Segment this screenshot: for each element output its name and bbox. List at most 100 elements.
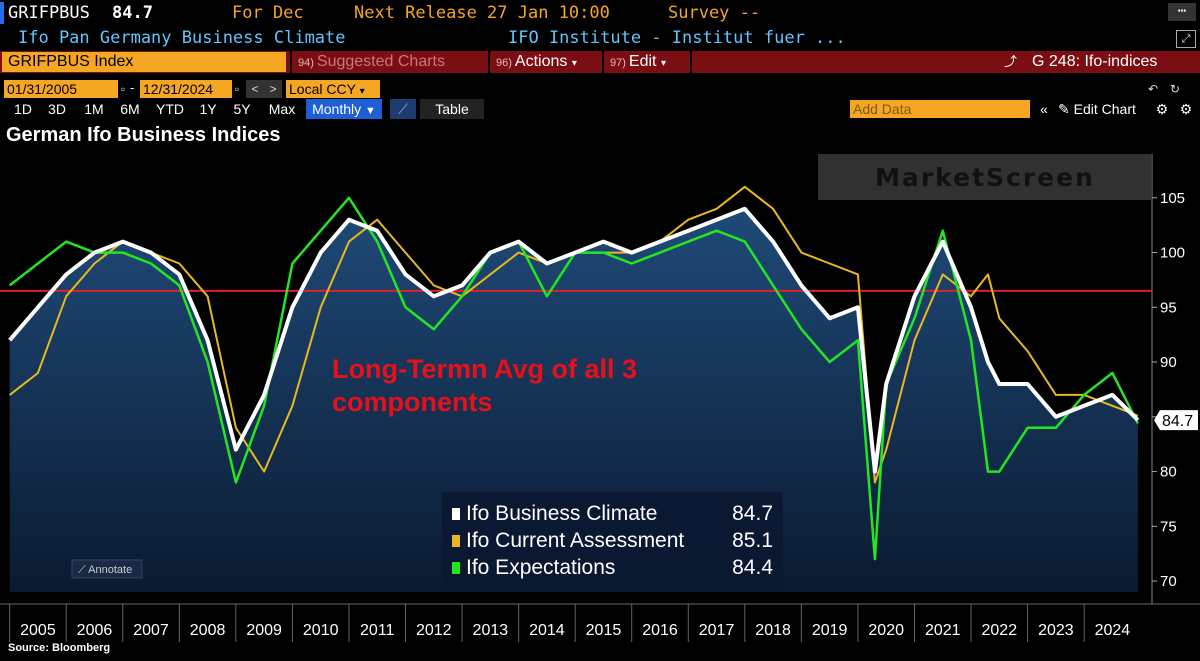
x-tick-label: 2017 xyxy=(699,622,735,639)
start-date-input[interactable]: 01/31/2005 xyxy=(4,80,120,98)
range-6m[interactable]: 6M xyxy=(120,101,140,117)
collapse-icon[interactable]: « xyxy=(1040,101,1048,117)
average-annotation-label: Long-Termn Avg of all 3 xyxy=(332,354,637,384)
function-toolbar: GRIFPBUS Index 94) Suggested Charts 96) Ac… xyxy=(0,51,1200,73)
toolbar-divider xyxy=(488,51,490,73)
settings-gear-icon[interactable]: ⚙ xyxy=(1155,101,1169,117)
edit-caret-icon: ▾ xyxy=(660,58,666,69)
ticker-marker xyxy=(0,2,4,24)
x-tick-label: 2010 xyxy=(303,622,339,639)
last-value-tag xyxy=(1154,410,1198,431)
calendar-icon[interactable]: ▫ xyxy=(118,80,128,98)
edit-chart-button[interactable]: ✎ Edit Chart xyxy=(1058,99,1148,119)
expectations-line xyxy=(8,196,1140,561)
y-tick-label: 90 xyxy=(1160,354,1177,371)
last-value: 84.7 xyxy=(112,3,153,23)
legend-swatch xyxy=(452,508,460,520)
range-1m[interactable]: 1M xyxy=(84,101,104,117)
toolbar-divider xyxy=(290,51,292,73)
x-tick-label: 2021 xyxy=(925,622,961,639)
next-release: Next Release 27 Jan 10:00 xyxy=(354,3,610,23)
edit-button[interactable]: 97) Edit ▾ xyxy=(610,51,666,73)
y-tick-label: 75 xyxy=(1160,518,1177,535)
source-organization: IFO Institute - Institut fuer ... xyxy=(508,28,846,48)
x-tick-label: 2019 xyxy=(812,622,848,639)
x-tick-label: 2005 xyxy=(20,622,56,639)
survey: Survey -- xyxy=(668,3,761,23)
last-value-label: 84.7 xyxy=(1162,413,1193,430)
description-row: Ifo Pan Germany Business Climate IFO Ins… xyxy=(0,26,1200,50)
y-tick-label: 80 xyxy=(1160,464,1177,481)
range-1d[interactable]: 1D xyxy=(14,101,32,117)
edit-chart-label: Edit Chart xyxy=(1073,101,1136,117)
watermark-box xyxy=(818,154,1152,200)
toolbar-divider xyxy=(690,51,692,73)
x-tick-label: 2020 xyxy=(868,622,904,639)
legend-series-name: Ifo Business Climate xyxy=(466,502,657,525)
currency-label: Local CCY xyxy=(289,81,356,97)
add-data-input[interactable]: Add Data xyxy=(850,100,1030,118)
ifo-line-chart: 7075808590951001052005200620072008200920… xyxy=(0,154,1200,642)
undo-icon[interactable]: ↶ xyxy=(1144,80,1162,98)
window-menu-icon[interactable]: ⋯ xyxy=(1168,3,1196,21)
table-button[interactable]: Table xyxy=(420,99,484,119)
legend-swatch xyxy=(452,562,460,574)
legend-swatch xyxy=(452,535,460,547)
ticker-symbol[interactable]: GRIFPBUS xyxy=(8,3,90,23)
x-tick-label: 2014 xyxy=(529,622,565,639)
line-chart-icon[interactable]: ⟋ xyxy=(390,99,416,119)
x-tick-label: 2018 xyxy=(755,622,791,639)
x-tick-label: 2006 xyxy=(77,622,113,639)
frequency-label: Monthly xyxy=(312,101,362,117)
date-range-row: 01/31/2005 ▫ - 12/31/2024 ▫ < > Local CC… xyxy=(0,80,1200,100)
frequency-select[interactable]: Monthly ▼ xyxy=(306,99,382,119)
chart-title: German Ifo Business Indices xyxy=(6,124,281,146)
security-header-row: GRIFPBUS 84.7 For Dec Next Release 27 Ja… xyxy=(0,0,1200,26)
date-dash: - xyxy=(130,80,135,95)
range-1y[interactable]: 1Y xyxy=(199,101,217,117)
x-tick-label: 2022 xyxy=(982,622,1018,639)
currency-select[interactable]: Local CCY ▾ xyxy=(286,80,380,98)
suggested-num: 94) xyxy=(298,57,314,69)
source-note: Source: Bloomberg xyxy=(8,642,111,654)
x-tick-label: 2008 xyxy=(190,622,226,639)
range-3d[interactable]: 3D xyxy=(48,101,66,117)
x-tick-label: 2009 xyxy=(246,622,282,639)
y-tick-label: 105 xyxy=(1160,190,1185,207)
index-description: Ifo Pan Germany Business Climate xyxy=(18,28,346,48)
suggested-label: Suggested Charts xyxy=(316,53,445,70)
frequency-caret-icon: ▼ xyxy=(365,105,376,117)
scroll-left-icon[interactable]: < xyxy=(246,80,264,98)
legend-series-value: 85.1 xyxy=(732,529,773,552)
security-field[interactable]: GRIFPBUS Index xyxy=(2,52,286,72)
y-tick-label: 95 xyxy=(1160,299,1177,316)
chart-id[interactable]: G 248: Ifo-indices xyxy=(1032,53,1158,70)
end-date-input[interactable]: 12/31/2024 xyxy=(140,80,236,98)
refresh-icon[interactable]: ↻ xyxy=(1166,80,1184,98)
range-toolbar: 1D 3D 1M 6M YTD 1Y 5Y Max Monthly ▼ ⟋ Ta… xyxy=(0,99,1200,119)
climate-area-fill xyxy=(9,208,1138,593)
export-icon[interactable]: ⤴ xyxy=(1004,54,1018,69)
currency-caret-icon: ▾ xyxy=(359,86,365,97)
pencil-icon: ✎ xyxy=(1058,101,1070,117)
toolbar-divider xyxy=(602,51,604,73)
average-annotation-label: components xyxy=(332,387,493,417)
actions-button[interactable]: 96) Actions ▾ xyxy=(496,51,577,73)
range-ytd[interactable]: YTD xyxy=(156,101,184,117)
legend-box xyxy=(442,492,783,588)
scroll-right-icon[interactable]: > xyxy=(264,80,282,98)
edit-label: Edit xyxy=(628,53,657,70)
expand-icon[interactable]: ⤢ xyxy=(1176,30,1196,48)
legend-series-value: 84.7 xyxy=(732,502,773,525)
suggested-charts-button[interactable]: 94) Suggested Charts xyxy=(298,51,445,73)
range-5y[interactable]: 5Y xyxy=(233,101,251,117)
settings-gear-icon[interactable]: ⚙ xyxy=(1179,101,1193,117)
legend-series-value: 84.4 xyxy=(732,556,773,579)
climate-line xyxy=(8,206,1140,474)
legend-series-name: Ifo Current Assessment xyxy=(466,529,684,552)
range-max[interactable]: Max xyxy=(268,101,296,117)
y-tick-label: 100 xyxy=(1160,245,1185,262)
actions-label: Actions xyxy=(514,53,568,70)
calendar-icon[interactable]: ▫ xyxy=(232,80,242,98)
annotate-button xyxy=(71,559,143,579)
